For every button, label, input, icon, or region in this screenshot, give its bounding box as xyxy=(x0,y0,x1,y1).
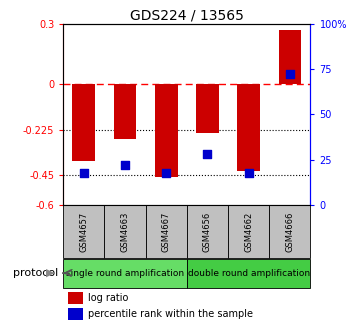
Text: GSM4667: GSM4667 xyxy=(162,211,171,252)
Bar xyxy=(187,258,310,288)
Bar xyxy=(187,205,228,258)
Text: GSM4663: GSM4663 xyxy=(121,211,130,252)
Bar xyxy=(196,84,219,133)
Bar xyxy=(269,205,310,258)
Bar xyxy=(63,205,104,258)
Text: log ratio: log ratio xyxy=(88,293,128,303)
Bar xyxy=(73,84,95,161)
Bar xyxy=(114,84,136,139)
Text: single round amplification: single round amplification xyxy=(66,268,184,278)
Bar xyxy=(63,258,187,288)
Bar xyxy=(145,205,187,258)
Text: protocol: protocol xyxy=(13,268,58,278)
Point xyxy=(246,170,252,175)
Bar xyxy=(279,30,301,84)
Text: percentile rank within the sample: percentile rank within the sample xyxy=(88,309,253,319)
Bar xyxy=(228,205,269,258)
Bar xyxy=(68,308,83,320)
Text: GSM4656: GSM4656 xyxy=(203,211,212,252)
Text: GSM4666: GSM4666 xyxy=(285,211,294,252)
Bar xyxy=(104,205,145,258)
Point xyxy=(163,170,169,175)
Text: ▶: ▶ xyxy=(46,268,55,278)
Point xyxy=(287,72,293,77)
Bar xyxy=(155,84,178,177)
Title: GDS224 / 13565: GDS224 / 13565 xyxy=(130,8,244,23)
Bar xyxy=(237,84,260,171)
Text: GSM4662: GSM4662 xyxy=(244,211,253,252)
Point xyxy=(205,152,210,157)
Text: GSM4657: GSM4657 xyxy=(79,211,88,252)
Point xyxy=(81,170,87,175)
Bar xyxy=(68,292,83,304)
Point xyxy=(122,163,128,168)
Text: double round amplification: double round amplification xyxy=(188,268,310,278)
